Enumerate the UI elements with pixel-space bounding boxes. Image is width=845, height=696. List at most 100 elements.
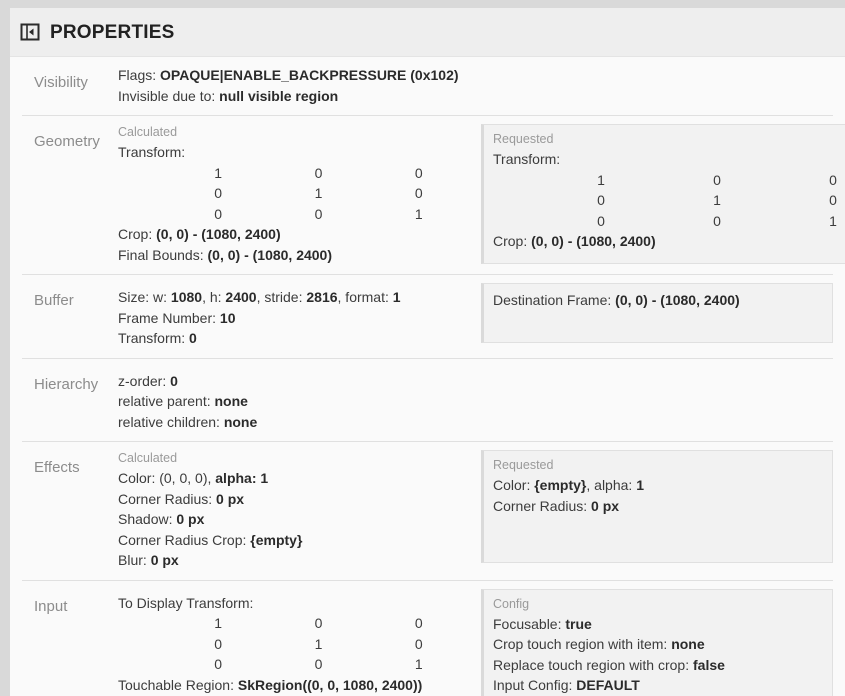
buffer-dest-frame-key: Destination Frame: <box>493 292 616 308</box>
section-buffer: Buffer Size: w: 1080, h: 2400, stride: 2… <box>22 275 833 359</box>
effects-calculated-column: Calculated Color: (0, 0, 0), alpha: 1 Co… <box>118 450 469 571</box>
hierarchy-zorder-row: z-order: 0 <box>118 367 833 392</box>
matrix-row: 0 0 1 <box>118 654 469 675</box>
geometry-requested-box: Requested Transform: 1 0 0 0 1 0 <box>481 124 845 264</box>
hierarchy-children-key: relative children: <box>118 413 224 430</box>
matrix-cell: 1 <box>214 615 223 631</box>
buffer-size-h-key: , h: <box>202 289 226 305</box>
input-touchable-region-key: Touchable Region: <box>118 676 238 693</box>
matrix-cell: 0 <box>414 635 423 652</box>
buffer-size-row: Size: w: 1080, h: 2400, stride: 2816, fo… <box>118 283 469 308</box>
matrix-cell: 0 <box>713 212 721 229</box>
input-focusable-value: true <box>565 615 592 632</box>
matrix-row: 1 0 0 <box>118 613 469 634</box>
geometry-final-bounds-row: Final Bounds: (0, 0) - (1080, 2400) <box>118 245 469 266</box>
effects-shadow-row: Shadow: 0 px <box>118 509 469 530</box>
section-label-input: Input <box>34 597 68 615</box>
effects-shadow-value: 0 px <box>176 511 205 527</box>
buffer-size-w: 1080 <box>170 289 203 305</box>
matrix-cell: 0 <box>214 656 223 672</box>
matrix-row: 0 1 0 <box>118 634 469 655</box>
page-title: PROPERTIES <box>50 21 175 43</box>
input-crop-touch-key: Crop touch region with item: <box>493 636 672 652</box>
geometry-req-matrix: 1 0 0 0 1 0 0 0 1 <box>493 170 845 232</box>
effects-requested-column: Requested Color: {empty}, alpha: 1 Corne… <box>469 450 833 571</box>
geometry-crop-row: Crop: (0, 0) - (1080, 2400) <box>118 224 469 245</box>
effects-blur-key: Blur: <box>118 552 151 568</box>
geometry-calculated-column: Calculated Transform: 1 0 0 0 1 0 0 <box>118 124 469 265</box>
input-transform-column: To Display Transform: 1 0 0 0 1 0 0 0 <box>118 589 469 696</box>
section-label-hierarchy: Hierarchy <box>34 375 99 393</box>
collapse-panel-icon[interactable] <box>20 22 40 42</box>
buffer-requested-column: Destination Frame: (0, 0) - (1080, 2400) <box>469 283 833 349</box>
matrix-cell: 0 <box>314 205 323 222</box>
geometry-req-crop-row: Crop: (0, 0) - (1080, 2400) <box>493 231 845 252</box>
geometry-crop-key: Crop: <box>118 226 157 242</box>
visibility-flags-value: OPAQUE|ENABLE_BACKPRESSURE (0x102) <box>160 67 459 83</box>
panel-header: PROPERTIES <box>10 8 845 57</box>
effects-requested-label: Requested <box>493 458 554 472</box>
effects-corner-radius-crop-key: Corner Radius Crop: <box>118 531 251 548</box>
matrix-cell: 0 <box>597 212 605 229</box>
buffer-dest-frame-row: Destination Frame: (0, 0) - (1080, 2400) <box>493 290 823 311</box>
geometry-final-bounds-value: (0, 0) - (1080, 2400) <box>207 246 333 263</box>
effects-color-key: Color: (0, 0, 0), <box>118 470 216 486</box>
matrix-cell: 0 <box>214 205 223 222</box>
buffer-stride-key: , stride: <box>256 289 307 305</box>
effects-corner-radius-crop-value: {empty} <box>250 531 303 548</box>
input-config-column: Config Focusable: true Crop touch region… <box>469 588 833 696</box>
section-effects: Effects Calculated Color: (0, 0, 0), alp… <box>22 442 833 581</box>
effects-req-color-key: Color: <box>493 477 535 493</box>
section-label-effects: Effects <box>34 459 80 476</box>
section-input: Input To Display Transform: 1 0 0 0 1 0 <box>22 581 833 696</box>
section-visibility: Visibility Flags: OPAQUE|ENABLE_BACKPRES… <box>22 57 833 116</box>
effects-alpha-value: 1 <box>260 470 269 486</box>
effects-corner-radius-value: 0 px <box>216 490 245 507</box>
visibility-invisible-value: null visible region <box>219 87 339 104</box>
buffer-size-key: Size: w: <box>118 289 171 305</box>
buffer-frame-number-row: Frame Number: 10 <box>118 308 469 329</box>
visibility-invisible-row: Invisible due to: null visible region <box>118 86 833 107</box>
input-config-key: Input Config: <box>493 677 577 693</box>
input-crop-touch-row: Crop touch region with item: none <box>493 634 823 655</box>
hierarchy-parent-key: relative parent: <box>118 393 215 409</box>
geometry-crop-value: (0, 0) - (1080, 2400) <box>156 226 281 242</box>
geometry-calculated-label: Calculated <box>118 125 178 139</box>
matrix-cell: 1 <box>414 656 423 672</box>
matrix-cell: 0 <box>829 192 837 208</box>
geometry-requested-column: Requested Transform: 1 0 0 0 1 0 <box>469 124 845 265</box>
matrix-cell: 1 <box>314 635 323 652</box>
matrix-row: 1 0 0 <box>493 170 845 191</box>
buffer-format-key: , format: <box>337 289 393 305</box>
input-crop-touch-value: none <box>671 636 705 652</box>
geometry-transform-label: Transform: <box>118 144 186 160</box>
matrix-cell: 1 <box>314 185 323 201</box>
input-replace-touch-key: Replace touch region with crop: <box>493 656 693 673</box>
buffer-transform-key: Transform: <box>118 330 190 346</box>
effects-corner-radius-key: Corner Radius: <box>118 490 217 507</box>
input-to-display-transform-label: To Display Transform: <box>118 594 254 611</box>
buffer-dest-frame-value: (0, 0) - (1080, 2400) <box>615 292 740 308</box>
section-label-visibility: Visibility <box>34 74 88 91</box>
matrix-row: 0 0 1 <box>118 204 469 225</box>
geometry-req-crop-key: Crop: <box>493 233 532 249</box>
section-label-buffer: Buffer <box>34 292 74 309</box>
buffer-transform-value: 0 <box>189 330 197 346</box>
matrix-cell: 0 <box>214 185 223 201</box>
matrix-cell: 0 <box>414 185 423 201</box>
hierarchy-column: z-order: 0 relative parent: none relativ… <box>118 367 833 433</box>
effects-req-alpha-key: , alpha: <box>586 477 637 493</box>
effects-corner-radius-crop-row: Corner Radius Crop: {empty} <box>118 530 469 551</box>
matrix-cell: 1 <box>829 212 837 229</box>
matrix-cell: 0 <box>597 192 605 208</box>
effects-req-corner-radius-row: Corner Radius: 0 px <box>493 496 823 517</box>
input-replace-touch-value: false <box>693 656 725 673</box>
hierarchy-parent-value: none <box>214 393 248 409</box>
matrix-cell: 0 <box>314 615 323 631</box>
section-hierarchy: Hierarchy z-order: 0 relative parent: no… <box>22 359 833 442</box>
effects-calculated-label: Calculated <box>118 451 178 465</box>
geometry-matrix: 1 0 0 0 1 0 0 0 1 <box>118 163 469 225</box>
matrix-cell: 0 <box>829 171 837 188</box>
buffer-transform-row: Transform: 0 <box>118 328 469 349</box>
buffer-format: 1 <box>392 289 401 305</box>
